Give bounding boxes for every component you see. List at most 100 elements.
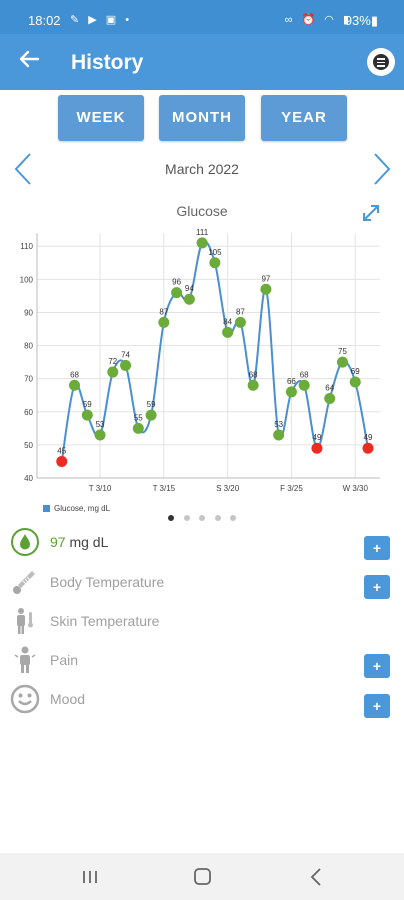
metric-row-pain[interactable]: Pain + bbox=[0, 643, 404, 679]
data-label: 53 bbox=[96, 420, 105, 429]
glucose-reading: 97 mg dL bbox=[50, 534, 108, 550]
month-button[interactable]: MONTH bbox=[159, 95, 245, 141]
data-point bbox=[349, 376, 361, 388]
glucose-series-line bbox=[60, 240, 369, 462]
add-pain-button[interactable]: + bbox=[364, 654, 390, 678]
data-point bbox=[69, 379, 81, 391]
page-dot[interactable] bbox=[184, 515, 190, 521]
metric-row-skin-temperature[interactable]: Skin Temperature bbox=[0, 604, 404, 640]
glucose-chart: 40 50 60 70 80 90 100 110 T 3/10 T 3/15 S 3/20 F 3/… bbox=[20, 228, 380, 493]
page-dot-active[interactable] bbox=[168, 515, 174, 521]
menu-icon[interactable] bbox=[367, 48, 395, 76]
glucose-value: 97 bbox=[50, 534, 66, 550]
data-label: 59 bbox=[83, 400, 92, 409]
y-tick-label: 40 bbox=[24, 474, 33, 483]
data-point bbox=[107, 366, 119, 378]
data-label: 96 bbox=[172, 278, 181, 287]
data-label: 68 bbox=[249, 370, 258, 379]
add-mood-button[interactable]: + bbox=[364, 694, 390, 718]
data-label: 87 bbox=[159, 307, 168, 316]
smiley-icon bbox=[10, 684, 40, 714]
data-point bbox=[273, 429, 285, 441]
arrow-left-icon[interactable] bbox=[18, 48, 40, 75]
data-point bbox=[120, 359, 132, 371]
expand-icon[interactable] bbox=[361, 203, 381, 223]
app-bar: History bbox=[0, 34, 404, 90]
data-point bbox=[222, 326, 234, 338]
data-label: 68 bbox=[70, 370, 79, 379]
data-label: 111 bbox=[196, 228, 209, 237]
mood-label: Mood bbox=[50, 691, 86, 707]
data-point bbox=[145, 409, 157, 421]
chart-legend: Glucose, mg dL bbox=[43, 504, 110, 513]
y-tick-label: 110 bbox=[20, 242, 33, 251]
data-point bbox=[209, 257, 221, 269]
x-tick-label: S 3/20 bbox=[216, 484, 240, 493]
system-navigation-bar bbox=[0, 853, 404, 900]
data-point bbox=[311, 442, 323, 454]
legend-label: Glucose, mg dL bbox=[54, 504, 111, 513]
status-bar: 18:02 ✎ ▶ ▣ • ∞ ⏰ ◠ ▮ 93%▮ bbox=[0, 0, 404, 34]
glucose-unit: mg dL bbox=[65, 534, 109, 550]
x-tick-label: W 3/30 bbox=[343, 484, 369, 493]
add-body-temperature-button[interactable]: + bbox=[364, 575, 390, 599]
blood-drop-icon bbox=[11, 528, 39, 556]
battery-indicator: 93%▮ bbox=[344, 13, 378, 28]
y-tick-label: 80 bbox=[24, 342, 33, 351]
notification-icons: ✎ ▶ ▣ • bbox=[70, 14, 133, 26]
data-point bbox=[247, 379, 259, 391]
add-glucose-button[interactable]: + bbox=[364, 536, 390, 560]
metric-row-body-temperature[interactable]: Body Temperature + bbox=[0, 565, 404, 601]
data-label: 69 bbox=[351, 367, 360, 376]
month-label: March 2022 bbox=[165, 161, 239, 177]
data-point bbox=[183, 293, 195, 305]
data-label: 64 bbox=[325, 384, 334, 393]
y-tick-label: 90 bbox=[24, 308, 33, 317]
thermometer-icon bbox=[13, 571, 35, 594]
status-time: 18:02 bbox=[28, 13, 61, 28]
body-thermometer-icon bbox=[17, 608, 33, 634]
skin-temperature-label: Skin Temperature bbox=[50, 613, 160, 629]
recent-apps-icon[interactable] bbox=[75, 865, 105, 889]
year-button[interactable]: YEAR bbox=[261, 95, 347, 141]
data-label: 72 bbox=[108, 357, 117, 366]
home-icon[interactable] bbox=[187, 865, 217, 889]
data-label: 53 bbox=[274, 420, 283, 429]
data-point bbox=[132, 422, 144, 434]
next-month-icon[interactable] bbox=[372, 152, 392, 186]
legend-swatch bbox=[43, 505, 50, 512]
x-tick-label: F 3/25 bbox=[280, 484, 303, 493]
data-label: 94 bbox=[185, 284, 194, 293]
data-label: 74 bbox=[121, 350, 130, 359]
data-point bbox=[94, 429, 106, 441]
chart-title: Glucose bbox=[176, 203, 228, 219]
previous-month-icon[interactable] bbox=[13, 152, 33, 186]
data-label: 84 bbox=[223, 317, 232, 326]
person-pain-icon bbox=[14, 646, 36, 673]
week-button[interactable]: WEEK bbox=[58, 95, 144, 141]
page-dot[interactable] bbox=[215, 515, 221, 521]
back-icon[interactable] bbox=[301, 865, 331, 889]
data-point bbox=[171, 287, 183, 299]
data-point bbox=[362, 442, 374, 454]
body-temperature-label: Body Temperature bbox=[50, 574, 165, 590]
page-title: History bbox=[71, 51, 144, 74]
metric-row-mood[interactable]: Mood + bbox=[0, 682, 404, 718]
page-dot[interactable] bbox=[230, 515, 236, 521]
y-tick-label: 50 bbox=[24, 441, 33, 450]
data-point bbox=[285, 386, 297, 398]
data-label: 55 bbox=[134, 413, 143, 422]
data-label: 68 bbox=[300, 370, 309, 379]
data-point bbox=[234, 316, 246, 328]
data-point bbox=[56, 455, 68, 467]
y-tick-label: 100 bbox=[20, 275, 34, 284]
data-point bbox=[298, 379, 310, 391]
y-tick-label: 70 bbox=[24, 375, 33, 384]
x-tick-label: T 3/10 bbox=[89, 484, 112, 493]
data-label: 45 bbox=[57, 446, 66, 455]
data-point bbox=[81, 409, 93, 421]
metric-row-glucose[interactable]: 97 mg dL + bbox=[0, 525, 404, 561]
page-dot[interactable] bbox=[199, 515, 205, 521]
pain-label: Pain bbox=[50, 652, 79, 668]
data-label: 59 bbox=[147, 400, 156, 409]
